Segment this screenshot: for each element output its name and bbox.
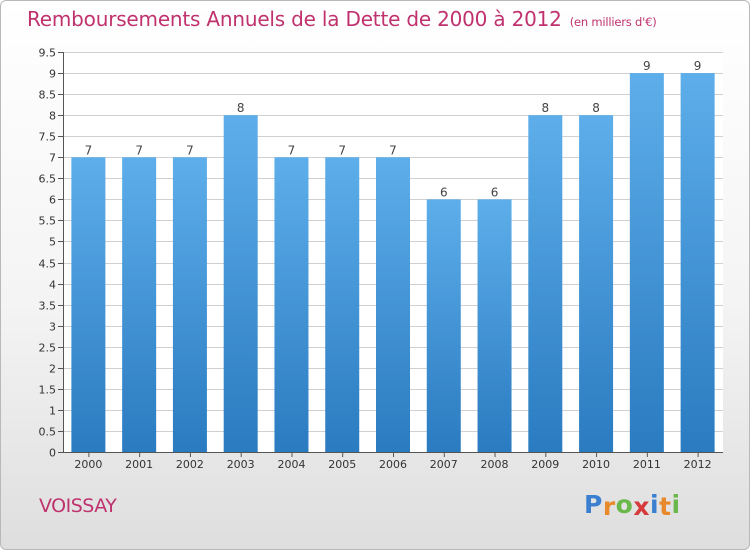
y-tick-label: 2.5 bbox=[39, 342, 57, 355]
data-label: 7 bbox=[288, 143, 296, 157]
y-tick-label: 2 bbox=[49, 363, 56, 376]
logo-letter: P bbox=[584, 490, 603, 519]
x-tick-label: 2000 bbox=[74, 458, 102, 471]
x-tick-label: 2008 bbox=[481, 458, 509, 471]
bar bbox=[274, 157, 309, 452]
logo-letter: o bbox=[615, 490, 634, 519]
y-tick-label: 3 bbox=[49, 321, 56, 334]
bar bbox=[579, 115, 614, 452]
place-name: VOISSAY bbox=[39, 495, 117, 517]
data-label: 7 bbox=[186, 143, 194, 157]
proxiti-logo[interactable]: Proxiti bbox=[584, 490, 681, 521]
chart-title: Remboursements Annuels de la Dette de 20… bbox=[27, 7, 657, 31]
y-tick-label: 9.5 bbox=[39, 47, 57, 60]
y-tick-label: 7 bbox=[49, 152, 56, 165]
x-tick-label: 2007 bbox=[430, 458, 458, 471]
data-label: 8 bbox=[237, 101, 245, 115]
logo-letter: i bbox=[671, 490, 681, 519]
data-label: 8 bbox=[592, 101, 600, 115]
y-tick-label: 1.5 bbox=[39, 384, 57, 397]
data-label: 7 bbox=[389, 143, 397, 157]
bar bbox=[680, 73, 715, 452]
bar bbox=[477, 199, 512, 452]
bar bbox=[122, 157, 157, 452]
y-tick-label: 5.5 bbox=[39, 215, 57, 228]
y-tick-label: 4.5 bbox=[39, 258, 57, 271]
x-tick-label: 2004 bbox=[277, 458, 305, 471]
y-tick-label: 4 bbox=[49, 279, 56, 292]
bar bbox=[223, 115, 258, 452]
logo-letter: x bbox=[633, 492, 650, 521]
x-tick-label: 2005 bbox=[328, 458, 356, 471]
x-tick-label: 2012 bbox=[684, 458, 712, 471]
y-tick-label: 6.5 bbox=[39, 173, 57, 186]
data-label: 7 bbox=[338, 143, 346, 157]
bar bbox=[71, 157, 106, 452]
data-label: 7 bbox=[135, 143, 143, 157]
data-label: 9 bbox=[643, 59, 651, 73]
bar bbox=[376, 157, 410, 452]
bar bbox=[629, 73, 664, 452]
logo-letter: r bbox=[602, 492, 616, 521]
bar bbox=[172, 157, 207, 452]
y-tick-label: 0 bbox=[49, 447, 56, 460]
x-tick-label: 2002 bbox=[176, 458, 204, 471]
y-tick-label: 5 bbox=[49, 236, 56, 249]
bar bbox=[426, 199, 461, 452]
x-tick-label: 2009 bbox=[531, 458, 559, 471]
x-tick-label: 2011 bbox=[633, 458, 661, 471]
chart-title-text: Remboursements Annuels de la Dette de 20… bbox=[27, 7, 562, 31]
data-label: 6 bbox=[491, 185, 499, 199]
y-tick-label: 8 bbox=[49, 110, 56, 123]
x-tick-label: 2001 bbox=[125, 458, 153, 471]
x-tick-label: 2003 bbox=[227, 458, 255, 471]
y-tick-label: 3.5 bbox=[39, 300, 57, 313]
data-label: 8 bbox=[541, 101, 549, 115]
data-label: 9 bbox=[694, 59, 702, 73]
x-tick-label: 2010 bbox=[582, 458, 610, 471]
data-label: 7 bbox=[85, 143, 93, 157]
y-tick-label: 1 bbox=[49, 405, 56, 418]
bar bbox=[325, 157, 360, 452]
y-tick-label: 9 bbox=[49, 68, 56, 81]
logo-letter: i bbox=[650, 490, 660, 519]
y-tick-label: 8.5 bbox=[39, 89, 57, 102]
bar bbox=[528, 115, 563, 452]
logo-letter: t bbox=[659, 492, 672, 521]
x-tick-label: 2006 bbox=[379, 458, 407, 471]
y-tick-label: 7.5 bbox=[39, 131, 57, 144]
chart-subtitle: (en milliers d'€) bbox=[569, 15, 657, 29]
y-tick-label: 0.5 bbox=[39, 426, 57, 439]
data-label: 6 bbox=[440, 185, 448, 199]
y-tick-label: 6 bbox=[49, 194, 56, 207]
